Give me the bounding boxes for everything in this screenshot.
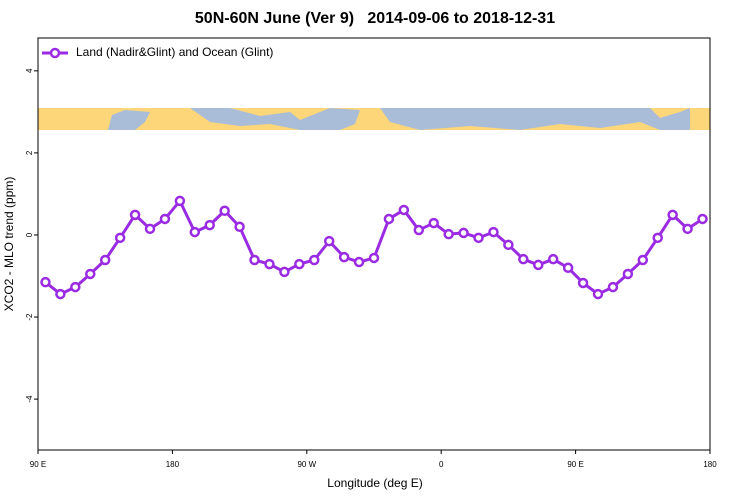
data-point: [652, 232, 663, 244]
data-point: [144, 223, 156, 235]
data-point: [309, 254, 320, 266]
y-tick-label: -4: [25, 395, 34, 403]
y-tick-label: 0: [25, 232, 34, 237]
data-point: [204, 219, 215, 231]
chart-title: 50N-60N June (Ver 9) 2014-09-06 to 2018-…: [195, 10, 555, 27]
data-point: [637, 254, 649, 266]
data-point: [383, 213, 395, 225]
x-tick-label: 90 W: [297, 460, 316, 469]
data-point: [234, 221, 245, 233]
land-mask-strip: [38, 108, 710, 130]
data-point: [174, 195, 186, 207]
data-point: [518, 253, 529, 265]
data-point: [398, 204, 410, 216]
x-tick-label: 180: [703, 460, 717, 469]
y-tick-label: -2: [25, 313, 34, 321]
legend-label: Land (Nadir&Glint) and Ocean (Glint): [76, 45, 273, 59]
data-point: [368, 252, 380, 264]
data-point: [353, 256, 365, 268]
data-point: [607, 281, 619, 293]
data-point: [458, 227, 469, 239]
data-point: [503, 239, 514, 251]
data-point: [413, 224, 425, 236]
data-point: [159, 213, 171, 225]
data-point: [279, 266, 290, 278]
data-point: [114, 232, 126, 244]
data-point: [533, 259, 544, 271]
data-point: [443, 228, 454, 240]
y-axis-label: XCO2 - MLO trend (ppm): [2, 177, 16, 312]
data-point: [294, 258, 305, 270]
data-point: [249, 254, 260, 266]
x-tick-label: 180: [166, 460, 180, 469]
data-point: [547, 253, 559, 265]
data-point: [562, 262, 574, 274]
legend-marker: [49, 47, 61, 59]
data-point: [40, 276, 51, 288]
data-point: [323, 235, 335, 247]
data-point: [55, 288, 66, 300]
data-point: [592, 288, 604, 300]
data-point: [264, 258, 275, 270]
data-point: [622, 268, 634, 280]
data-point: [697, 213, 708, 225]
y-tick-label: 4: [25, 68, 34, 73]
data-point: [85, 268, 96, 280]
data-point: [577, 277, 589, 289]
plot-frame: [37, 37, 711, 451]
x-tick-label: 0: [439, 460, 444, 469]
y-tick-label: 2: [25, 150, 34, 155]
data-point: [667, 209, 678, 221]
data-point: [338, 251, 350, 263]
data-point: [219, 205, 230, 217]
data-point: [682, 223, 693, 235]
x-axis-label: Longitude (deg E): [327, 476, 422, 490]
data-point: [99, 254, 111, 266]
data-point: [428, 217, 439, 229]
data-line: [44, 199, 704, 296]
data-point: [488, 226, 499, 238]
data-point: [70, 281, 81, 293]
data-point: [473, 232, 484, 244]
data-point: [189, 226, 201, 238]
x-tick-label: 90 E: [30, 460, 46, 469]
data-point: [129, 209, 141, 221]
x-tick-label: 90 E: [567, 460, 583, 469]
